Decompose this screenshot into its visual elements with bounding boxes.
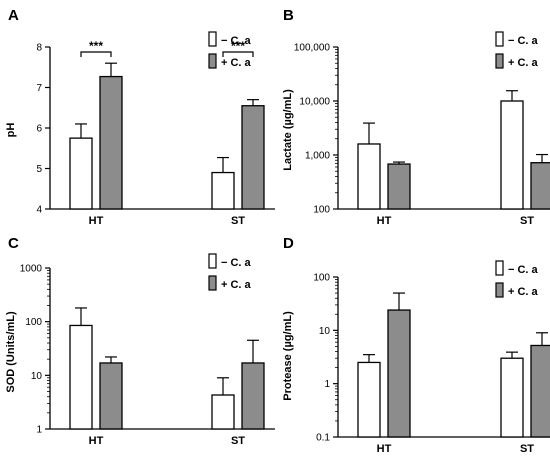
y-tick-label-d: 0.1 xyxy=(316,433,330,444)
panel-label-d: D xyxy=(283,235,294,252)
legend-swatch-b xyxy=(495,53,504,69)
legend-swatch-d xyxy=(495,282,504,298)
bar-b xyxy=(530,162,550,210)
legend-swatch-a xyxy=(208,31,217,47)
panel-c: C SOD (Units/mL) 1 10 100 1000 HT ST − C. a + … xyxy=(5,235,275,447)
y-tick-label-a: 7 xyxy=(36,83,42,94)
y-tick-label-d: 1 xyxy=(324,379,330,390)
panel-label-c: C xyxy=(8,235,19,252)
bar-c xyxy=(211,394,235,430)
x-tick-label-a: ST xyxy=(231,215,245,227)
legend-swatch-b xyxy=(495,31,504,47)
y-tick-label-a: 6 xyxy=(36,124,42,135)
bar-c xyxy=(99,362,123,430)
y-axis-label-d: Protease (µg/mL) xyxy=(282,311,294,401)
legend-b: − C. a + C. a xyxy=(495,31,539,69)
legend-label-d: − C. a xyxy=(508,264,539,276)
y-tick-label-c: 1 xyxy=(36,425,42,436)
bar-a xyxy=(99,75,123,210)
y-tick-label-c: 1000 xyxy=(20,264,43,275)
bar-d xyxy=(500,357,524,438)
x-tick-label-b: ST xyxy=(520,215,534,227)
y-tick-label-b: 1,000 xyxy=(305,151,330,162)
legend-label-d: + C. a xyxy=(508,286,539,298)
panel-b: B Lactate (µg/mL) 100 1,000 10,000 100,000 H… xyxy=(282,7,550,227)
significance-label-a: *** xyxy=(231,39,245,53)
bar-d xyxy=(530,344,550,438)
bar-b xyxy=(387,163,411,210)
plot-area-c: 1 10 100 1000 HT ST xyxy=(20,264,275,447)
legend-label-a: − C. a xyxy=(221,35,252,47)
y-tick-label-d: 100 xyxy=(313,273,330,284)
x-tick-label-c: ST xyxy=(231,435,245,447)
legend-swatch-c xyxy=(208,253,217,269)
legend-label-c: + C. a xyxy=(221,279,252,291)
y-tick-label-b: 100,000 xyxy=(294,43,331,54)
bar-b xyxy=(357,143,381,210)
y-axis-label-b: Lactate (µg/mL) xyxy=(282,89,294,171)
x-tick-label-c: HT xyxy=(89,435,104,447)
panel-a: A pH 4 5 6 7 8 HT ST *** *** − C. a + C. a xyxy=(5,7,275,227)
bar-a xyxy=(211,171,235,210)
legend-c: − C. a + C. a xyxy=(208,253,252,291)
y-tick-label-a: 4 xyxy=(36,205,42,216)
bar-c xyxy=(69,324,93,430)
y-tick-label-a: 5 xyxy=(36,164,42,175)
panel-d: D Protease (µg/mL) 0.1 1 10 100 HT ST − C. a +… xyxy=(282,235,550,455)
bar-c xyxy=(241,362,265,430)
y-axis-label-a: pH xyxy=(5,123,17,138)
x-tick-label-b: HT xyxy=(377,215,392,227)
y-tick-label-c: 100 xyxy=(25,317,42,328)
legend-swatch-a xyxy=(208,53,217,69)
plot-area-d: 0.1 1 10 100 HT ST xyxy=(313,273,550,455)
significance-label-a: *** xyxy=(89,39,103,53)
y-tick-label-d: 10 xyxy=(319,326,331,337)
legend-label-b: + C. a xyxy=(508,57,539,69)
legend-label-c: − C. a xyxy=(221,257,252,269)
plot-area-a: 4 5 6 7 8 HT ST *** *** xyxy=(36,39,275,227)
panel-label-a: A xyxy=(8,7,19,24)
bar-d xyxy=(357,361,381,438)
legend-swatch-d xyxy=(495,260,504,276)
y-tick-label-c: 10 xyxy=(31,371,43,382)
x-tick-label-d: HT xyxy=(377,443,392,455)
y-tick-label-b: 10,000 xyxy=(299,97,330,108)
y-tick-label-b: 100 xyxy=(313,205,330,216)
legend-d: − C. a + C. a xyxy=(495,260,539,298)
x-tick-label-a: HT xyxy=(89,215,104,227)
bar-d xyxy=(387,309,411,438)
panel-label-b: B xyxy=(283,7,294,24)
plot-area-b: 100 1,000 10,000 100,000 HT ST xyxy=(294,43,550,227)
y-tick-label-a: 8 xyxy=(36,43,42,54)
legend-swatch-c xyxy=(208,275,217,291)
bar-a xyxy=(241,105,265,210)
x-tick-label-d: ST xyxy=(520,443,534,455)
legend-label-b: − C. a xyxy=(508,35,539,47)
legend-a: − C. a + C. a xyxy=(208,31,252,69)
significance-bracket-a xyxy=(222,51,254,57)
significance-bracket-a xyxy=(80,51,112,57)
bar-a xyxy=(69,137,93,210)
legend-label-a: + C. a xyxy=(221,57,252,69)
y-axis-label-c: SOD (Units/mL) xyxy=(5,311,17,393)
bar-b xyxy=(500,100,524,210)
